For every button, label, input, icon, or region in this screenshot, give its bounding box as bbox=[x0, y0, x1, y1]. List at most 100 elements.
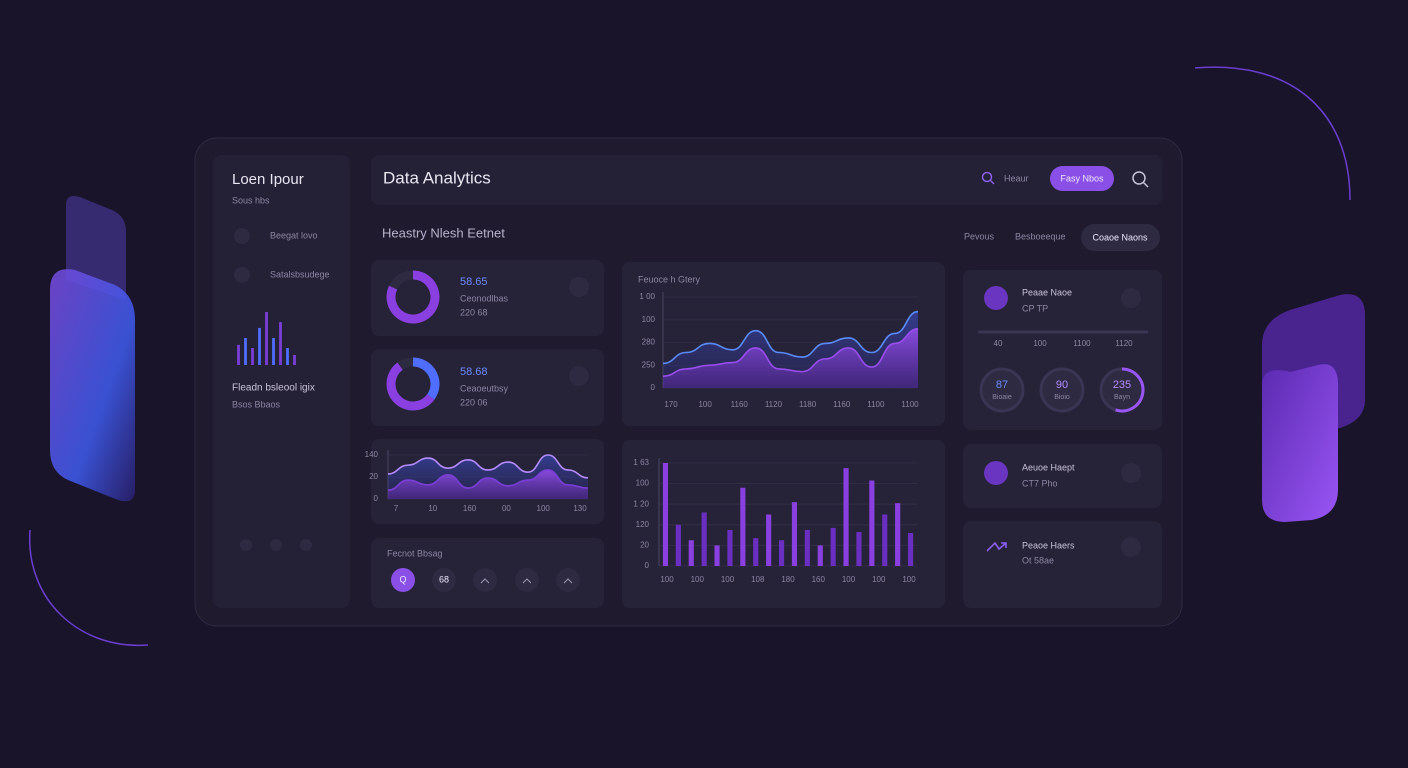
bar bbox=[778, 540, 785, 566]
bar bbox=[701, 512, 707, 566]
action-button[interactable] bbox=[556, 568, 580, 592]
x-label: 1160 bbox=[833, 400, 851, 409]
search-icon bbox=[989, 179, 995, 185]
card-button[interactable] bbox=[1121, 463, 1141, 483]
nav-icon bbox=[234, 267, 250, 283]
bar bbox=[272, 337, 275, 365]
x-label: 1160 bbox=[731, 400, 749, 409]
line bbox=[662, 310, 919, 365]
x-label: 1120 bbox=[765, 400, 783, 409]
bar bbox=[856, 532, 862, 566]
x-label: 170 bbox=[664, 400, 678, 409]
x-label: 100 bbox=[842, 575, 856, 584]
gauge-value: 90 bbox=[1056, 379, 1068, 391]
bar bbox=[907, 533, 914, 566]
area bbox=[663, 328, 918, 388]
search-label[interactable]: Heaur bbox=[1004, 173, 1029, 183]
action-icon bbox=[522, 578, 532, 584]
x-label: 100 bbox=[660, 575, 674, 584]
bar bbox=[258, 327, 261, 365]
action-icon bbox=[480, 578, 490, 584]
slider-label: 1100 bbox=[1073, 339, 1091, 348]
search-icon bbox=[981, 171, 993, 183]
search-button[interactable] bbox=[1132, 171, 1146, 185]
dot[interactable] bbox=[270, 539, 282, 551]
x-label: 100 bbox=[698, 400, 712, 409]
card-button[interactable] bbox=[569, 366, 589, 386]
action-button-label[interactable]: Q bbox=[399, 574, 406, 584]
primary-button-label[interactable]: Fasy Nbos bbox=[1060, 173, 1104, 183]
gauge bbox=[1039, 367, 1085, 413]
bar bbox=[766, 514, 772, 566]
action-button[interactable] bbox=[432, 568, 456, 592]
avatar bbox=[984, 286, 1008, 310]
action-icon bbox=[563, 578, 573, 584]
bar bbox=[265, 312, 268, 365]
item-name: Peaoe Haers bbox=[1022, 540, 1075, 550]
search-button[interactable] bbox=[1142, 181, 1149, 188]
stat-value: 58.65 bbox=[460, 276, 488, 288]
bar bbox=[286, 348, 289, 365]
item-icon bbox=[986, 541, 1007, 552]
item-name: Aeuoe Haept bbox=[1022, 462, 1075, 472]
card bbox=[963, 444, 1162, 508]
donut-segment bbox=[386, 270, 440, 324]
bar bbox=[727, 529, 733, 566]
x-label: 100 bbox=[872, 575, 886, 584]
deco-arc bbox=[1194, 66, 1351, 201]
bar bbox=[791, 502, 798, 566]
x-label: 108 bbox=[751, 575, 765, 584]
bar bbox=[817, 545, 823, 566]
section-link[interactable]: Pevous bbox=[964, 231, 995, 241]
sidebar bbox=[213, 155, 350, 608]
slider-label: 100 bbox=[1033, 339, 1047, 348]
bar bbox=[753, 538, 759, 566]
stat-sub: 220 06 bbox=[460, 397, 488, 407]
card-button[interactable] bbox=[1121, 537, 1141, 557]
x-label: 160 bbox=[812, 575, 826, 584]
action-button[interactable] bbox=[515, 568, 539, 592]
gauge-label: Bioaie bbox=[992, 394, 1012, 401]
gauge-label: Bioio bbox=[1054, 394, 1070, 401]
bar bbox=[804, 529, 810, 566]
gauge-label: Bayn bbox=[1114, 394, 1130, 401]
bar bbox=[662, 463, 669, 566]
nav-item[interactable]: Satalsbsudege bbox=[270, 269, 330, 279]
bar bbox=[293, 354, 296, 365]
x-label: 100 bbox=[691, 575, 705, 584]
section-button-label[interactable]: Coaoe Naons bbox=[1092, 232, 1148, 242]
primary-button[interactable] bbox=[1050, 166, 1114, 191]
page-title: Data Analytics bbox=[383, 168, 491, 187]
stat-sub: 220 68 bbox=[460, 307, 488, 317]
dot[interactable] bbox=[300, 539, 312, 551]
section-link[interactable]: Besboeeque bbox=[1015, 231, 1066, 241]
dot[interactable] bbox=[240, 539, 252, 551]
y-label: 20 bbox=[369, 472, 378, 481]
item-sub: Ot 58ae bbox=[1022, 555, 1054, 565]
y-label: 20 bbox=[640, 541, 649, 550]
section-button[interactable] bbox=[1081, 224, 1160, 251]
x-label: 180 bbox=[781, 575, 795, 584]
bar bbox=[895, 503, 901, 566]
action-button[interactable] bbox=[391, 568, 415, 592]
topbar bbox=[371, 155, 1162, 205]
line bbox=[662, 328, 919, 377]
area bbox=[388, 469, 588, 499]
action-button-label[interactable]: 68 bbox=[439, 574, 449, 584]
y-label: 0 bbox=[374, 494, 379, 503]
action-button[interactable] bbox=[473, 568, 497, 592]
bar bbox=[830, 527, 836, 566]
nav-item[interactable]: Beegat lovo bbox=[270, 230, 318, 240]
x-label: 00 bbox=[502, 504, 511, 513]
bar bbox=[688, 540, 694, 566]
deco-arc bbox=[29, 529, 149, 647]
donut-segment bbox=[412, 357, 440, 400]
profile-name: Peaae Naoe bbox=[1022, 287, 1072, 297]
actions-title: Fecnot Bbsag bbox=[387, 548, 443, 558]
card-button[interactable] bbox=[569, 277, 589, 297]
card-button[interactable] bbox=[1121, 288, 1141, 308]
y-label: 120 bbox=[636, 520, 650, 529]
deco-shape bbox=[1262, 364, 1338, 522]
x-label: 1100 bbox=[901, 400, 919, 409]
